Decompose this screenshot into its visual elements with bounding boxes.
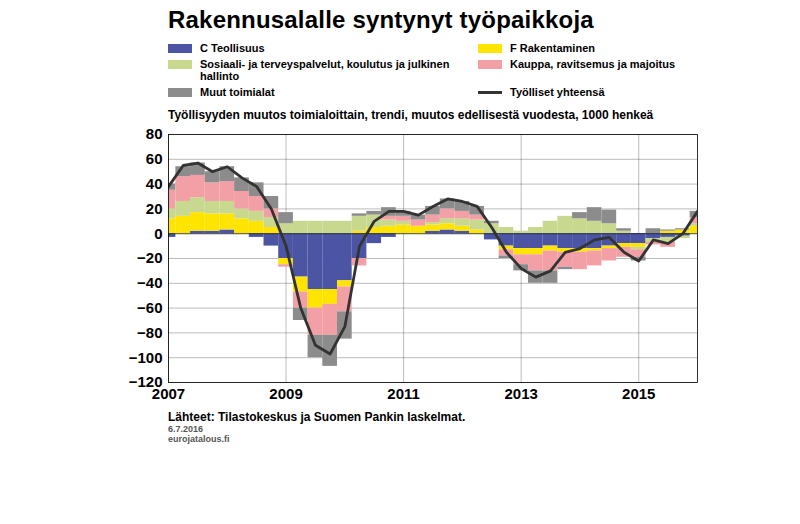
html-text:eurojatalous.fi: eurojatalous.fi [168, 434, 230, 444]
svg-text:−20: −20 [137, 249, 162, 266]
svg-text:2015: 2015 [622, 385, 655, 402]
svg-text:−60: −60 [137, 299, 162, 316]
html-text:Kauppa, ravitsemus ja majoitus: Kauppa, ravitsemus ja majoitus [510, 58, 676, 70]
svg-text:−120: −120 [128, 373, 163, 391]
html-text:F Rakentaminen: F Rakentaminen [510, 42, 595, 54]
html-text:6.7.2016: 6.7.2016 [168, 424, 203, 434]
svg-text:2011: 2011 [387, 385, 420, 402]
svg-text:2013: 2013 [504, 385, 537, 402]
svg-text:40: 40 [146, 175, 163, 192]
html-text:Lähteet: Tilastokeskus ja Suom: Lähteet: Tilastokeskus ja Suomen Pankin … [168, 410, 466, 424]
html-text:Sosiaali- ja terveyspalvelut,: Sosiaali- ja terveyspalvelut, koulutus j… [200, 58, 450, 82]
svg-text:80: 80 [146, 125, 163, 142]
svg-text:20: 20 [146, 200, 163, 217]
html-text:Työlliset yhteensä: Työlliset yhteensä [510, 86, 605, 98]
svg-text:2009: 2009 [269, 385, 302, 402]
svg-text:60: 60 [146, 150, 163, 167]
html-text:Työllisyyden muutos toimialoit: Työllisyyden muutos toimialoittain, tren… [168, 108, 654, 122]
svg-text:0: 0 [154, 225, 162, 242]
html-text:Rakennusalalle syntynyt työpai: Rakennusalalle syntynyt työpaikkoja [168, 6, 594, 33]
svg-text:−100: −100 [129, 349, 163, 366]
html-text:Muut toimialat: Muut toimialat [200, 86, 275, 98]
svg-text:−80: −80 [137, 324, 162, 341]
svg-text:2007: 2007 [152, 385, 185, 402]
html-text:C Teollisuus: C Teollisuus [200, 42, 265, 54]
svg-text:−40: −40 [137, 274, 162, 291]
